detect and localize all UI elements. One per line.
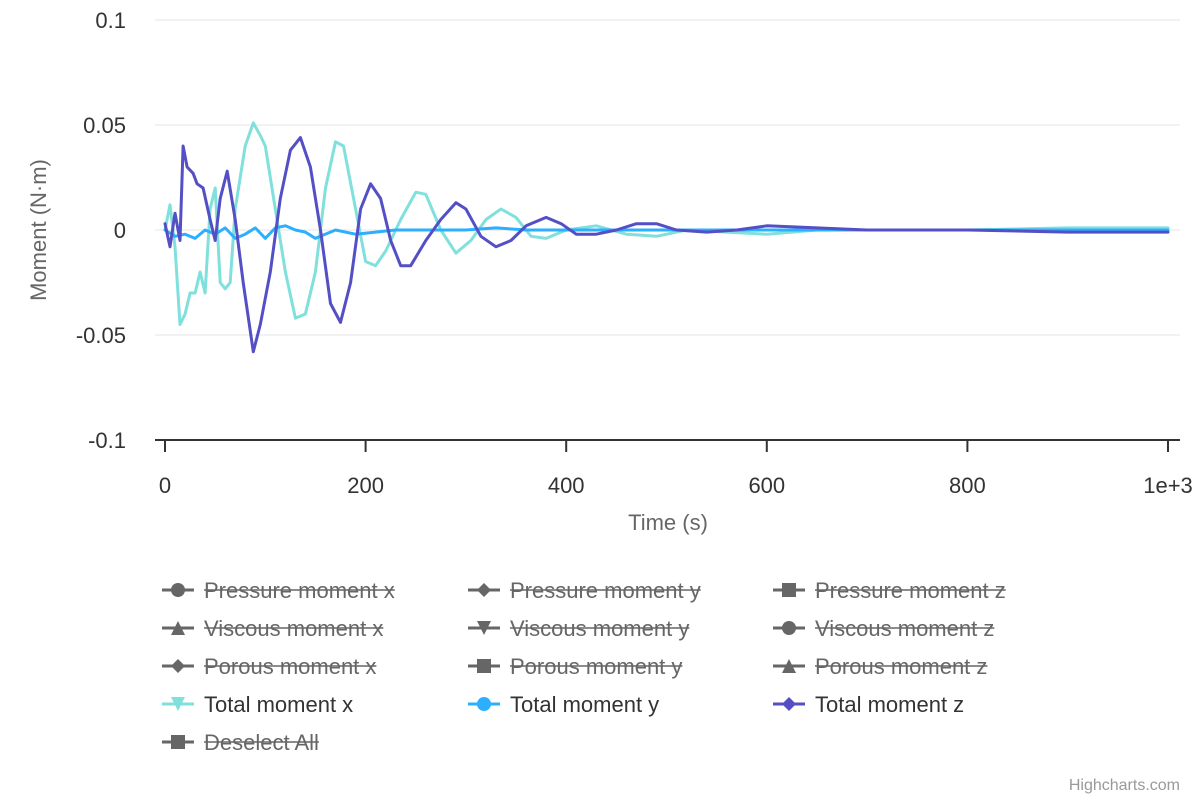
credits-link[interactable]: Highcharts.com [1069,777,1180,794]
legend-label: Total moment z [815,692,964,717]
legend-marker-square [782,583,796,597]
x-tick-label: 1e+3 [1143,473,1193,498]
legend-item-viscous-moment-y[interactable]: Viscous moment y [468,616,690,641]
y-tick-label: 0.1 [95,8,126,33]
y-tick-label: -0.05 [76,323,126,348]
legend-item-porous-moment-x[interactable]: Porous moment x [162,654,377,679]
legend-item-viscous-moment-x[interactable]: Viscous moment x [162,616,384,641]
legend-item-porous-moment-z[interactable]: Porous moment z [773,654,988,679]
legend-item-deselect-all[interactable]: Deselect All [162,730,319,755]
legend-item-viscous-moment-z[interactable]: Viscous moment z [773,616,995,641]
legend-item-pressure-moment-z[interactable]: Pressure moment z [773,578,1006,603]
legend-marker-triangle-down [477,621,491,635]
x-tick-label: 800 [949,473,986,498]
series-group [163,121,1170,354]
x-tick-label: 600 [748,473,785,498]
legend-marker-triangle [171,621,185,635]
legend-marker-diamond [171,659,185,673]
y-tick-label: 0 [114,218,126,243]
legend-marker-circle [171,583,185,597]
legend-item-pressure-moment-x[interactable]: Pressure moment x [162,578,395,603]
y-axis-title: Moment (N·m) [26,159,51,301]
y-tick-label: -0.1 [88,428,126,453]
x-tick-label: 200 [347,473,384,498]
legend-marker-diamond [782,697,796,711]
series-line-total-moment-z [163,136,1170,354]
legend-marker-square [171,735,185,749]
legend-marker-circle [782,621,796,635]
legend-item-pressure-moment-y[interactable]: Pressure moment y [468,578,701,603]
legend-item-total-moment-y[interactable]: Total moment y [468,692,659,717]
legend-marker-square [477,659,491,673]
y-tick-label: 0.05 [83,113,126,138]
legend-label: Total moment y [510,692,659,717]
legend: Pressure moment x Pressure moment y Pressu… [162,578,1006,755]
series-line-total-moment-x [163,121,1170,326]
legend-marker-triangle [782,659,796,673]
legend-item-total-moment-x[interactable]: Total moment x [162,692,353,717]
legend-item-porous-moment-y[interactable]: Porous moment y [468,654,683,679]
legend-marker-diamond [477,583,491,597]
axes: 0.1 0.05 0 -0.05 -0.1 0 200 400 600 800 1e+3 [76,8,1193,498]
x-axis-title: Time (s) [628,510,708,535]
legend-label: Total moment x [204,692,353,717]
x-tick-label: 400 [548,473,585,498]
x-tick-label: 0 [159,473,171,498]
legend-item-total-moment-z[interactable]: Total moment z [773,692,964,717]
legend-marker-triangle-down [171,697,185,711]
legend-marker-circle [477,697,491,711]
